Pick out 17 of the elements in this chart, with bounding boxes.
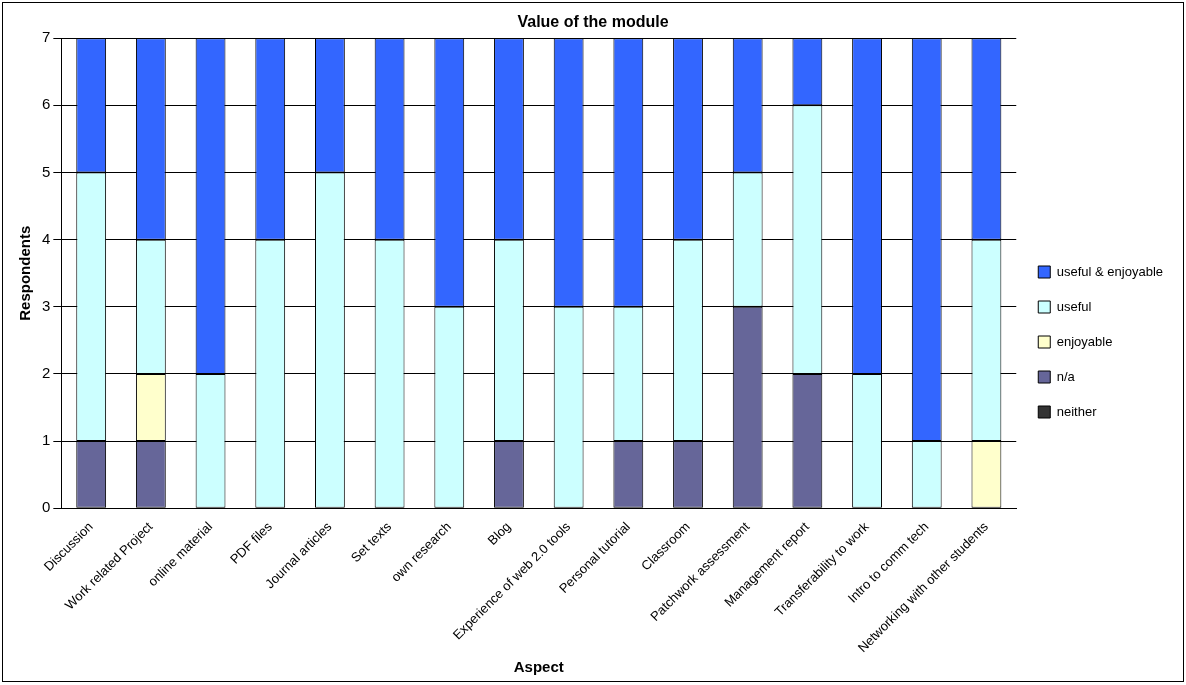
y-tick-label: 7 — [42, 28, 51, 46]
y-tick-label: 5 — [42, 162, 51, 180]
legend-label: useful — [1056, 298, 1092, 314]
chart-title: Value of the module — [517, 13, 669, 31]
y-tick-label: 2 — [42, 364, 51, 382]
x-tick-label: Blog — [484, 518, 514, 548]
legend-label: n/a — [1056, 368, 1076, 384]
x-axis-title: Aspect — [513, 658, 564, 676]
y-tick-label: 0 — [42, 498, 51, 516]
y-tick-label: 3 — [42, 296, 51, 314]
y-tick-label: 1 — [42, 431, 51, 449]
legend-label: neither — [1056, 403, 1098, 419]
y-tick-label: 4 — [42, 229, 51, 247]
legend-label: useful & enjoyable — [1056, 263, 1164, 279]
legend-label: enjoyable — [1056, 333, 1113, 349]
y-axis-title: Respondents — [16, 225, 34, 321]
y-tick-label: 6 — [42, 95, 51, 113]
